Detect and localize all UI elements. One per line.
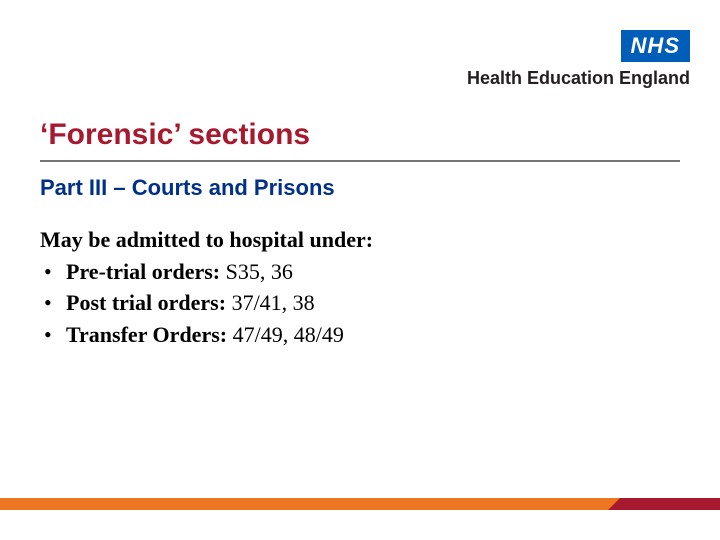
slide-body: May be admitted to hospital under: Pre-t… bbox=[40, 225, 680, 352]
footer-bar-right bbox=[620, 498, 720, 510]
slide: NHS Health Education England ‘Forensic’ … bbox=[0, 0, 720, 540]
bullet-value: S35, 36 bbox=[220, 259, 293, 284]
footer-bar bbox=[0, 498, 720, 510]
hee-logo-text: Health Education England bbox=[467, 68, 690, 89]
bullet-label: Transfer Orders: bbox=[66, 322, 227, 347]
bullet-label: Post trial orders: bbox=[66, 290, 226, 315]
body-intro: May be admitted to hospital under: bbox=[40, 225, 680, 255]
nhs-hee-logo: NHS Health Education England bbox=[467, 30, 690, 89]
bullet-list: Pre-trial orders: S35, 36 Post trial ord… bbox=[40, 257, 680, 350]
footer-bar-left bbox=[0, 498, 620, 510]
bullet-value: 37/41, 38 bbox=[226, 290, 315, 315]
list-item: Post trial orders: 37/41, 38 bbox=[40, 288, 680, 318]
bullet-value: 47/49, 48/49 bbox=[227, 322, 344, 347]
slide-subtitle: Part III – Courts and Prisons bbox=[40, 175, 335, 201]
list-item: Transfer Orders: 47/49, 48/49 bbox=[40, 320, 680, 350]
nhs-logo-box: NHS bbox=[621, 30, 690, 62]
list-item: Pre-trial orders: S35, 36 bbox=[40, 257, 680, 287]
title-rule bbox=[40, 160, 680, 162]
slide-title: ‘Forensic’ sections bbox=[40, 118, 310, 152]
bullet-label: Pre-trial orders: bbox=[66, 259, 220, 284]
